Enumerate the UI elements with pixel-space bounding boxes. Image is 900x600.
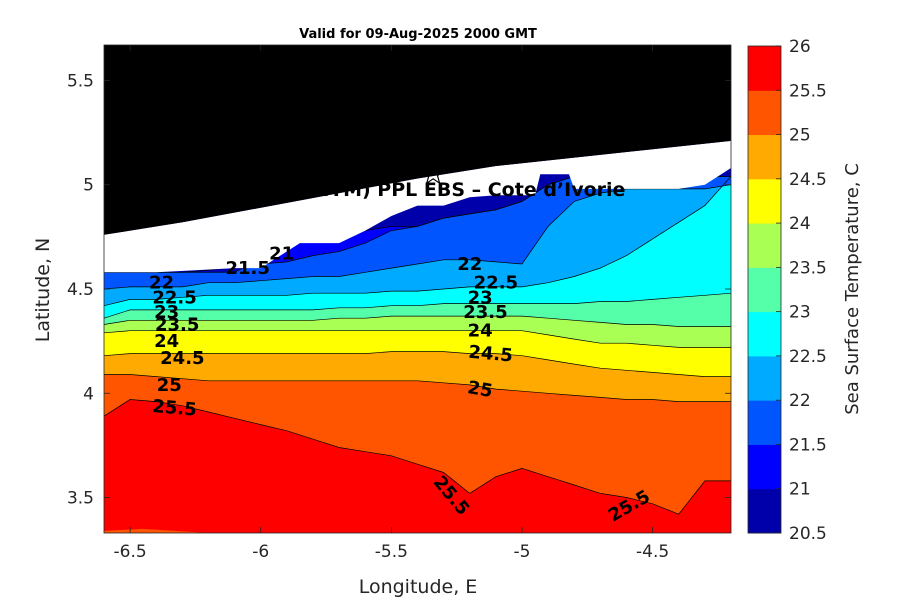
land-mask [104, 45, 731, 235]
contour-label: 22.5 [474, 273, 518, 294]
contour-label: 22 [457, 254, 482, 275]
y-tick-label: 3.5 [67, 489, 94, 509]
contour-label: 22.5 [152, 287, 196, 308]
x-tick-label: -6.5 [114, 542, 147, 562]
site-annotation: A (ONHYM) PPL EBS – Cote d’Ivorie [251, 179, 625, 201]
contour-label: 23 [154, 302, 179, 323]
colorbar-swatch [748, 178, 781, 224]
x-tick-label: -6 [252, 542, 269, 562]
contour-label: 25 [157, 375, 182, 396]
colorbar-tick-label: 25 [789, 126, 811, 146]
contour-label: 22 [149, 273, 174, 294]
colorbar-swatch [748, 444, 781, 490]
colorbar-tick-label: 21 [789, 480, 811, 500]
contour-label: 23.5 [155, 314, 199, 335]
colorbar-swatch [748, 311, 781, 357]
y-tick-label: 4 [83, 384, 94, 404]
colorbar-frame [747, 45, 782, 534]
colorbar-tick-label: 24.5 [789, 170, 827, 190]
contour-label: 24 [468, 321, 493, 342]
contour-line-22.5 [104, 176, 731, 307]
contour-label: 25.5 [151, 396, 197, 421]
contour-label: 23 [468, 287, 493, 308]
colorbar-tick-label: 23.5 [789, 258, 827, 278]
colorbar-tick-label: 25.5 [789, 81, 827, 101]
colorbar-tick-label: 23 [789, 303, 811, 323]
no-data-region [104, 140, 731, 273]
colorbar-tick-label: 22.5 [789, 347, 827, 367]
colorbar-tick-label: 20.5 [789, 524, 827, 544]
colorbar: 20.5 21 21.5 22 22.5 23 23.5 24 24.5 25 25.5 26 [747, 37, 827, 544]
contour-line-24.5 [104, 351, 731, 377]
colorbar-tick-label: 22 [789, 391, 811, 411]
contour-label: 24 [154, 331, 179, 352]
contour-line-25.5 [104, 399, 731, 515]
x-tick-label: -5.5 [375, 542, 408, 562]
y-axis-ticks: 3.5 4 4.5 5 5.5 [67, 71, 731, 509]
x-axis-label: Longitude, E [359, 576, 478, 598]
colorbar-swatch [748, 46, 781, 91]
contour-line-23 [104, 292, 731, 319]
contour-label: 21 [269, 244, 294, 265]
colorbar-tick-label: 21.5 [789, 435, 827, 455]
contour-label: 24.5 [160, 348, 204, 369]
colorbar-swatch [748, 134, 781, 180]
x-axis-ticks: -6.5 -6 -5.5 -5 -4.5 [114, 45, 669, 562]
contour-label: 23.5 [463, 302, 507, 323]
colorbar-swatch [748, 90, 781, 136]
x-tick-label: -5 [514, 542, 531, 562]
site-star-marker [421, 161, 446, 185]
colorbar-tick-label: 24 [789, 214, 811, 234]
plot-area [104, 45, 731, 533]
colorbar-tick-label: 26 [789, 37, 811, 57]
colorbar-swatch [748, 400, 781, 445]
contour-line-23.5 [104, 315, 731, 327]
y-tick-label: 5.5 [67, 71, 94, 91]
colorbar-swatch [748, 488, 781, 534]
colorbar-label: Sea Surface Temperature, C [842, 163, 863, 415]
colorbar-swatch [748, 355, 781, 401]
y-axis-label: Latitude, N [32, 238, 54, 343]
contour-line-25 [104, 374, 731, 402]
y-tick-label: 5 [83, 176, 94, 196]
colorbar-swatch [748, 223, 781, 268]
star-icon [421, 161, 446, 185]
contour-label: 25 [466, 377, 494, 402]
contour-label: 21.5 [225, 258, 269, 279]
colorbar-swatch [748, 267, 781, 313]
contour-label: 24.5 [468, 342, 514, 367]
contour-line-24 [104, 330, 731, 348]
y-tick-label: 4.5 [67, 280, 94, 300]
x-tick-label: -4.5 [636, 542, 669, 562]
chart-title: Valid for 09-Aug-2025 2000 GMT [299, 27, 537, 42]
